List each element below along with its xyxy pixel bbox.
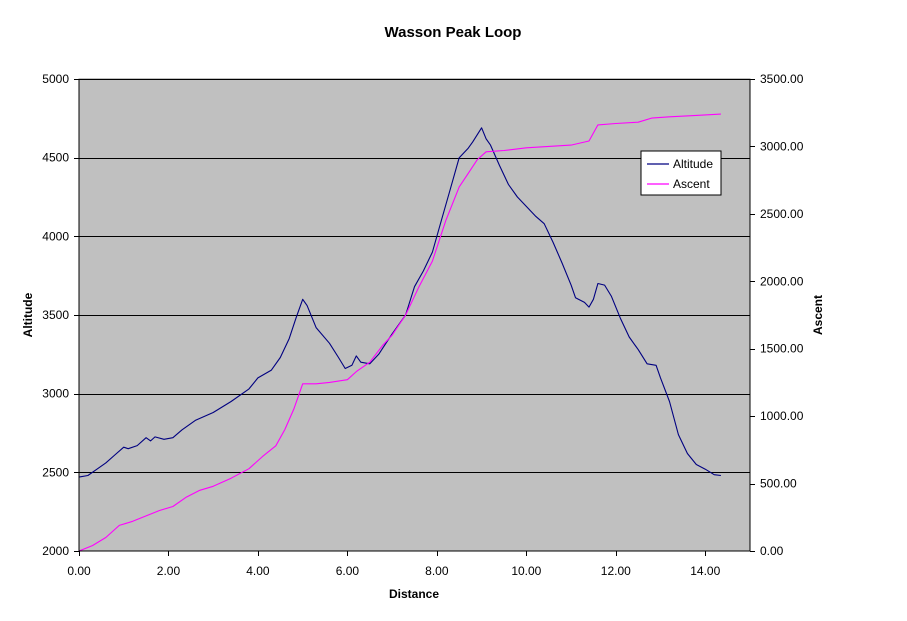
y2-tick-label: 3000.00	[760, 139, 804, 153]
x-tick-label: 14.00	[690, 564, 720, 578]
y2-tick-label: 0.00	[760, 544, 784, 558]
y2-tick-label: 1500.00	[760, 342, 804, 356]
gridlines-group	[79, 79, 750, 473]
legend-label: Ascent	[673, 177, 710, 191]
legend-box	[640, 150, 722, 196]
x-tick-label: 0.00	[67, 564, 91, 578]
x-tick-label: 8.00	[425, 564, 449, 578]
y2-tick-label: 2000.00	[760, 274, 804, 288]
y-tick-label: 5000	[42, 72, 69, 86]
series-line-ascent	[78, 113, 721, 552]
x-tick-label: 12.00	[601, 564, 631, 578]
x-tick-label: 4.00	[246, 564, 270, 578]
y-tick-label: 2000	[42, 544, 69, 558]
series-group	[78, 113, 721, 552]
x-tick-label: 10.00	[511, 564, 541, 578]
chart-title: Wasson Peak Loop	[385, 24, 522, 41]
y-axis-title: Altitude	[21, 292, 35, 337]
series-line-altitude	[78, 127, 721, 478]
y2-tick-label: 3500.00	[760, 72, 804, 86]
x-tick-label: 2.00	[157, 564, 181, 578]
legend-label: Altitude	[673, 157, 713, 171]
y2-tick-label: 500.00	[760, 477, 797, 491]
y-tick-label: 3000	[42, 387, 69, 401]
y-tick-label: 4500	[42, 151, 69, 165]
y2-tick-label: 1000.00	[760, 409, 804, 423]
y2-tick-label: 2500.00	[760, 207, 804, 221]
x-axis-title: Distance	[389, 587, 439, 601]
y-tick-label: 3500	[42, 308, 69, 322]
y-tick-label: 4000	[42, 229, 69, 243]
y2-axis-title: Ascent	[811, 295, 825, 335]
y-tick-label: 2500	[42, 465, 69, 479]
axes-group: 0.00 2.00 4.00 6.00 8.00 10.00 12.00 14.00 2000 2…	[42, 72, 803, 578]
legend: Altitude Ascent	[640, 150, 722, 196]
x-tick-label: 6.00	[336, 564, 360, 578]
